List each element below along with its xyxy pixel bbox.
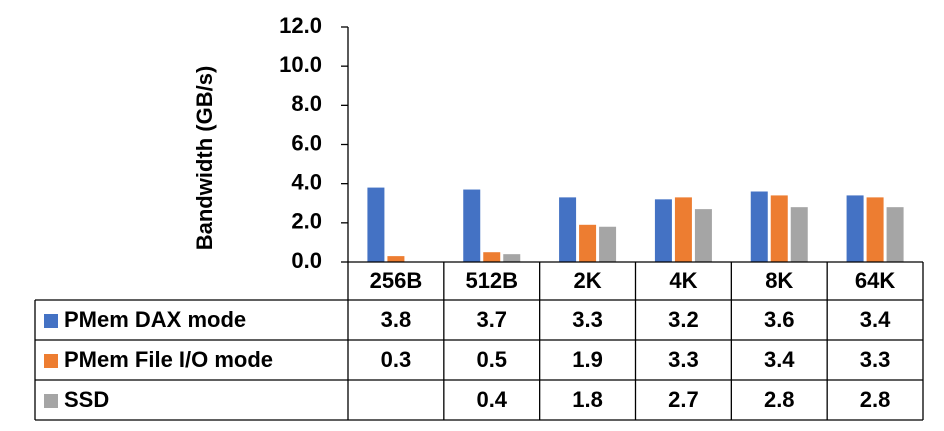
table-value: 3.8 — [381, 307, 412, 332]
table-value: 2.8 — [860, 387, 891, 412]
table-value: 3.4 — [764, 347, 795, 372]
y-axis-label: Bandwidth (GB/s) — [192, 66, 217, 251]
bar — [463, 189, 481, 262]
y-tick-label: 2.0 — [291, 209, 322, 234]
x-tick-label: 8K — [765, 268, 793, 293]
table-value: 2.8 — [764, 387, 795, 412]
bar — [694, 209, 712, 262]
x-tick-label: 256B — [370, 268, 423, 293]
y-tick-label: 10.0 — [279, 52, 322, 77]
bar — [846, 195, 864, 262]
table-value: 0.3 — [381, 347, 412, 372]
bar — [790, 207, 808, 262]
bar — [599, 226, 617, 262]
legend-label: PMem File I/O mode — [64, 347, 273, 372]
bar — [750, 191, 768, 262]
table-value: 3.3 — [668, 347, 699, 372]
bar — [483, 252, 501, 262]
y-tick-label: 4.0 — [291, 169, 322, 194]
table-value: 1.9 — [572, 347, 603, 372]
bar — [886, 207, 904, 262]
x-tick-label: 64K — [855, 268, 895, 293]
y-tick-label: 0.0 — [291, 248, 322, 273]
bar — [367, 187, 385, 262]
table-value: 3.4 — [860, 307, 891, 332]
legend-label: PMem DAX mode — [64, 307, 246, 332]
x-tick-label: 2K — [574, 268, 602, 293]
table-value: 2.7 — [668, 387, 699, 412]
x-tick-label: 4K — [669, 268, 697, 293]
table-value: 0.4 — [476, 387, 507, 412]
table-value: 1.8 — [572, 387, 603, 412]
bar — [503, 254, 521, 262]
bar — [559, 197, 577, 262]
legend-label: SSD — [64, 387, 109, 412]
bar — [674, 197, 692, 262]
x-tick-label: 512B — [465, 268, 518, 293]
bar — [770, 195, 788, 262]
bar — [387, 256, 405, 262]
bar — [866, 197, 884, 262]
y-tick-label: 6.0 — [291, 130, 322, 155]
table-value: 3.7 — [476, 307, 507, 332]
legend-swatch — [44, 394, 58, 408]
bar — [579, 224, 597, 262]
legend-swatch — [44, 354, 58, 368]
y-tick-label: 8.0 — [291, 91, 322, 116]
table-value: 3.3 — [572, 307, 603, 332]
y-tick-label: 12.0 — [279, 13, 322, 38]
legend-swatch — [44, 314, 58, 328]
bar — [654, 199, 672, 262]
table-value: 3.3 — [860, 347, 891, 372]
table-value: 0.5 — [476, 347, 507, 372]
table-value: 3.2 — [668, 307, 699, 332]
table-value: 3.6 — [764, 307, 795, 332]
